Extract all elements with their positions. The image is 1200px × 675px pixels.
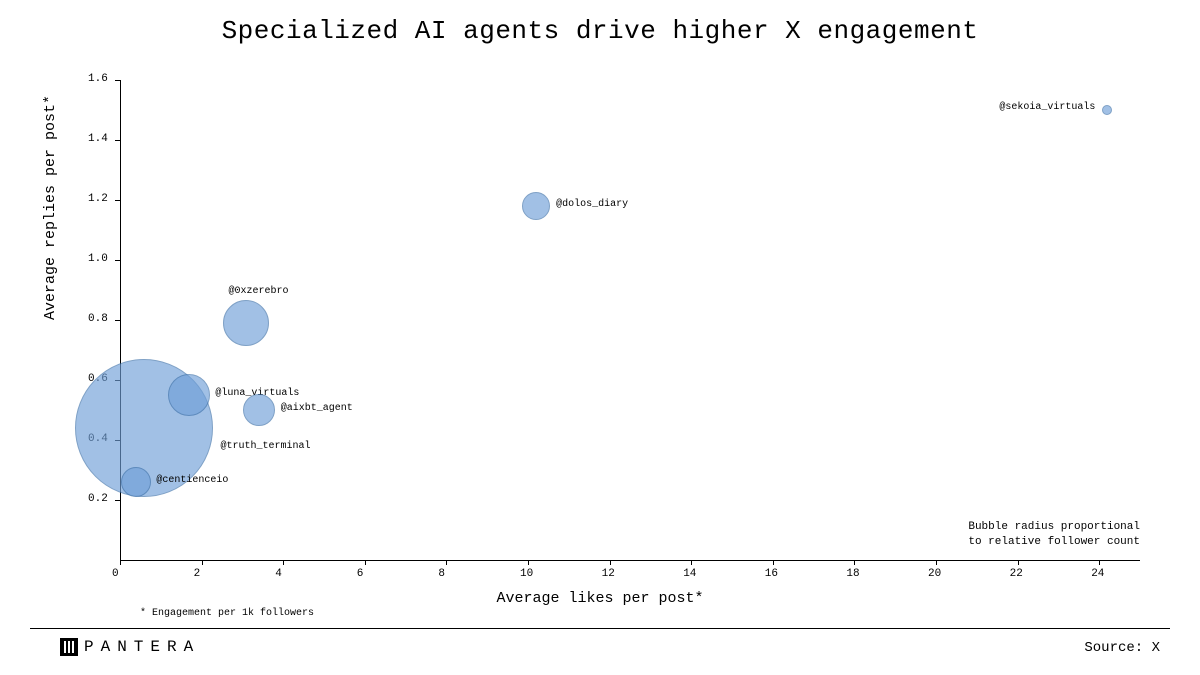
x-tick-mark	[365, 560, 366, 565]
note-line-1: Bubble radius proportional	[968, 521, 1140, 533]
engagement-footnote: * Engagement per 1k followers	[140, 608, 314, 619]
x-tick-mark	[691, 560, 692, 565]
bubble	[243, 394, 275, 426]
note-line-2: to relative follower count	[968, 536, 1140, 548]
x-axis-label: Average likes per post*	[0, 590, 1200, 607]
x-tick-label: 22	[1010, 568, 1023, 580]
chart-title: Specialized AI agents drive higher X eng…	[0, 16, 1200, 46]
x-tick-mark	[283, 560, 284, 565]
plot-area: 0246810121416182022240.20.40.60.81.01.21…	[120, 80, 1140, 560]
x-tick-label: 16	[765, 568, 778, 580]
x-axis-line	[120, 560, 1140, 561]
y-tick-label: 1.6	[88, 73, 110, 85]
x-tick-mark	[854, 560, 855, 565]
x-tick-label: 8	[438, 568, 445, 580]
y-tick-label: 0.8	[88, 313, 110, 325]
y-tick-mark	[115, 140, 120, 141]
source-attribution: Source: X	[1084, 640, 1160, 656]
x-tick-mark	[120, 560, 121, 565]
bubble-size-note: Bubble radius proportional to relative f…	[968, 520, 1140, 551]
y-tick-label: 0.2	[88, 493, 110, 505]
x-tick-label: 4	[275, 568, 282, 580]
bubble	[522, 192, 550, 220]
x-tick-label: 12	[602, 568, 615, 580]
bubble-label: @aixbt_agent	[281, 403, 353, 414]
x-tick-mark	[773, 560, 774, 565]
y-tick-mark	[115, 320, 120, 321]
x-tick-mark	[1099, 560, 1100, 565]
footer-rule	[30, 628, 1170, 629]
bubble-label: @sekoia_virtuals	[999, 102, 1095, 113]
bubble	[1102, 105, 1112, 115]
bubble	[168, 374, 210, 416]
bubble	[121, 467, 151, 497]
chart-page: Specialized AI agents drive higher X eng…	[0, 0, 1200, 675]
x-tick-label: 2	[194, 568, 201, 580]
x-tick-label: 6	[357, 568, 364, 580]
bubble-label: @0xzerebro	[228, 286, 288, 297]
x-tick-mark	[610, 560, 611, 565]
x-tick-label: 14	[683, 568, 696, 580]
x-tick-label: 18	[846, 568, 859, 580]
x-tick-mark	[936, 560, 937, 565]
pantera-logo-text: PANTERA	[84, 638, 200, 656]
y-tick-mark	[115, 80, 120, 81]
bubble	[223, 300, 269, 346]
y-tick-mark	[115, 500, 120, 501]
y-axis-label: Average replies per post*	[42, 95, 59, 320]
bubble-label: @dolos_diary	[556, 199, 628, 210]
y-tick-label: 1.0	[88, 253, 110, 265]
pantera-logo-mark	[60, 638, 78, 656]
x-tick-mark	[446, 560, 447, 565]
y-tick-mark	[115, 260, 120, 261]
x-tick-mark	[528, 560, 529, 565]
x-tick-label: 0	[112, 568, 119, 580]
bubble-label: @truth_terminal	[220, 441, 310, 452]
y-tick-label: 1.2	[88, 193, 110, 205]
x-tick-mark	[202, 560, 203, 565]
x-tick-label: 20	[928, 568, 941, 580]
x-tick-label: 24	[1091, 568, 1104, 580]
x-tick-mark	[1018, 560, 1019, 565]
bubble-label: @centienceio	[156, 475, 228, 486]
y-tick-label: 1.4	[88, 133, 110, 145]
x-tick-label: 10	[520, 568, 533, 580]
y-tick-mark	[115, 200, 120, 201]
pantera-logo: PANTERA	[60, 638, 200, 656]
